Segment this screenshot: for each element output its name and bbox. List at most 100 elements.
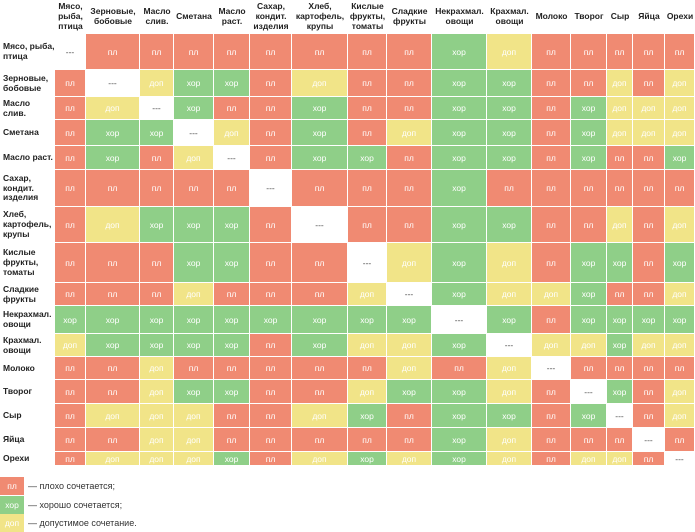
table-cell: пл <box>174 357 214 380</box>
table-cell: пл <box>250 243 292 283</box>
row-header: Сыр <box>3 410 22 421</box>
legend-swatch-hor: хор <box>0 496 24 514</box>
table-cell: --- <box>140 97 174 120</box>
table-cell: хор <box>432 120 487 146</box>
table-cell: пл <box>55 243 86 283</box>
table-cell: пл <box>86 357 140 380</box>
column-header: Крахмал. овощи <box>490 6 529 26</box>
table-cell: хор <box>140 120 174 146</box>
legend-text-hor: — хорошо сочетается; <box>28 500 123 510</box>
table-cell: хор <box>214 306 250 334</box>
table-cell: хор <box>214 207 250 243</box>
table-cell: хор <box>487 207 532 243</box>
table-cell: пл <box>214 34 250 70</box>
table-cell: хор <box>487 97 532 120</box>
table-cell: хор <box>487 404 532 428</box>
table-cell: доп <box>174 283 214 306</box>
table-cell: пл <box>55 283 86 306</box>
table-cell: хор <box>214 380 250 404</box>
column-header: Сметана <box>176 11 212 22</box>
table-cell: доп <box>607 452 633 466</box>
table-cell: пл <box>250 404 292 428</box>
table-cell: пл <box>387 207 432 243</box>
table-cell: пл <box>571 357 607 380</box>
table-cell: пл <box>532 120 571 146</box>
table-cell: доп <box>86 207 140 243</box>
table-cell: пл <box>571 170 607 207</box>
row-header: Некрахмал. овощи <box>3 309 52 329</box>
table-cell: пл <box>532 306 571 334</box>
table-cell: пл <box>571 70 607 97</box>
table-cell: доп <box>348 283 387 306</box>
table-cell: --- <box>487 334 532 357</box>
table-cell: хор <box>292 146 348 170</box>
table-cell: хор <box>348 306 387 334</box>
column-header: Зерновые, бобовые <box>90 6 136 26</box>
table-cell: пл <box>633 380 665 404</box>
table-cell: пл <box>55 207 86 243</box>
table-cell: пл <box>387 170 432 207</box>
table-cell: пл <box>140 170 174 207</box>
table-cell: пл <box>607 146 633 170</box>
table-cell: хор <box>55 306 86 334</box>
table-cell: доп <box>665 334 695 357</box>
table-cell: пл <box>571 207 607 243</box>
table-cell: пл <box>250 428 292 452</box>
table-cell: хор <box>432 146 487 170</box>
table-cell: --- <box>633 428 665 452</box>
table-cell: пл <box>532 170 571 207</box>
table-cell: пл <box>214 97 250 120</box>
column-header: Некрахмал. овощи <box>435 6 484 26</box>
table-cell: пл <box>571 34 607 70</box>
row-header: Сметана <box>3 127 39 138</box>
table-cell: доп <box>633 120 665 146</box>
table-cell: пл <box>532 34 571 70</box>
column-header: Масло слив. <box>143 6 171 26</box>
table-cell: хор <box>432 380 487 404</box>
table-cell: пл <box>86 428 140 452</box>
table-cell: хор <box>432 170 487 207</box>
table-cell: пл <box>55 70 86 97</box>
table-cell: хор <box>348 146 387 170</box>
table-cell: пл <box>250 334 292 357</box>
table-cell: хор <box>607 334 633 357</box>
table-cell: пл <box>487 170 532 207</box>
table-cell: --- <box>174 120 214 146</box>
table-cell: пл <box>607 34 633 70</box>
table-cell: доп <box>387 452 432 466</box>
table-cell: пл <box>250 70 292 97</box>
table-cell: пл <box>571 428 607 452</box>
table-cell: доп <box>174 404 214 428</box>
row-header: Крахмал. овощи <box>3 334 42 355</box>
table-cell: хор <box>665 146 695 170</box>
table-cell: хор <box>571 97 607 120</box>
table-cell: доп <box>348 380 387 404</box>
table-cell: пл <box>607 170 633 207</box>
table-cell: пл <box>532 70 571 97</box>
table-cell: хор <box>487 146 532 170</box>
table-cell: хор <box>665 306 695 334</box>
row-header: Сладкие фрукты <box>3 283 39 304</box>
table-cell: доп <box>292 70 348 97</box>
table-cell: пл <box>214 170 250 207</box>
table-cell: --- <box>348 243 387 283</box>
column-header: Масло раст. <box>218 6 246 26</box>
row-header: Сахар, кондит. изделия <box>3 172 39 203</box>
table-cell: доп <box>607 97 633 120</box>
table-cell: пл <box>292 283 348 306</box>
legend-text-pl: — плохо сочетается; <box>28 481 115 491</box>
table-cell: --- <box>607 404 633 428</box>
table-cell: пл <box>250 97 292 120</box>
table-cell: --- <box>250 170 292 207</box>
table-cell: доп <box>665 283 695 306</box>
table-cell: хор <box>607 380 633 404</box>
table-cell: пл <box>348 357 387 380</box>
table-cell: доп <box>633 334 665 357</box>
table-cell: хор <box>140 334 174 357</box>
table-cell: --- <box>214 146 250 170</box>
table-cell: хор <box>214 452 250 466</box>
table-cell: пл <box>607 428 633 452</box>
table-cell: пл <box>532 243 571 283</box>
table-cell: --- <box>571 380 607 404</box>
table-cell: доп <box>387 357 432 380</box>
